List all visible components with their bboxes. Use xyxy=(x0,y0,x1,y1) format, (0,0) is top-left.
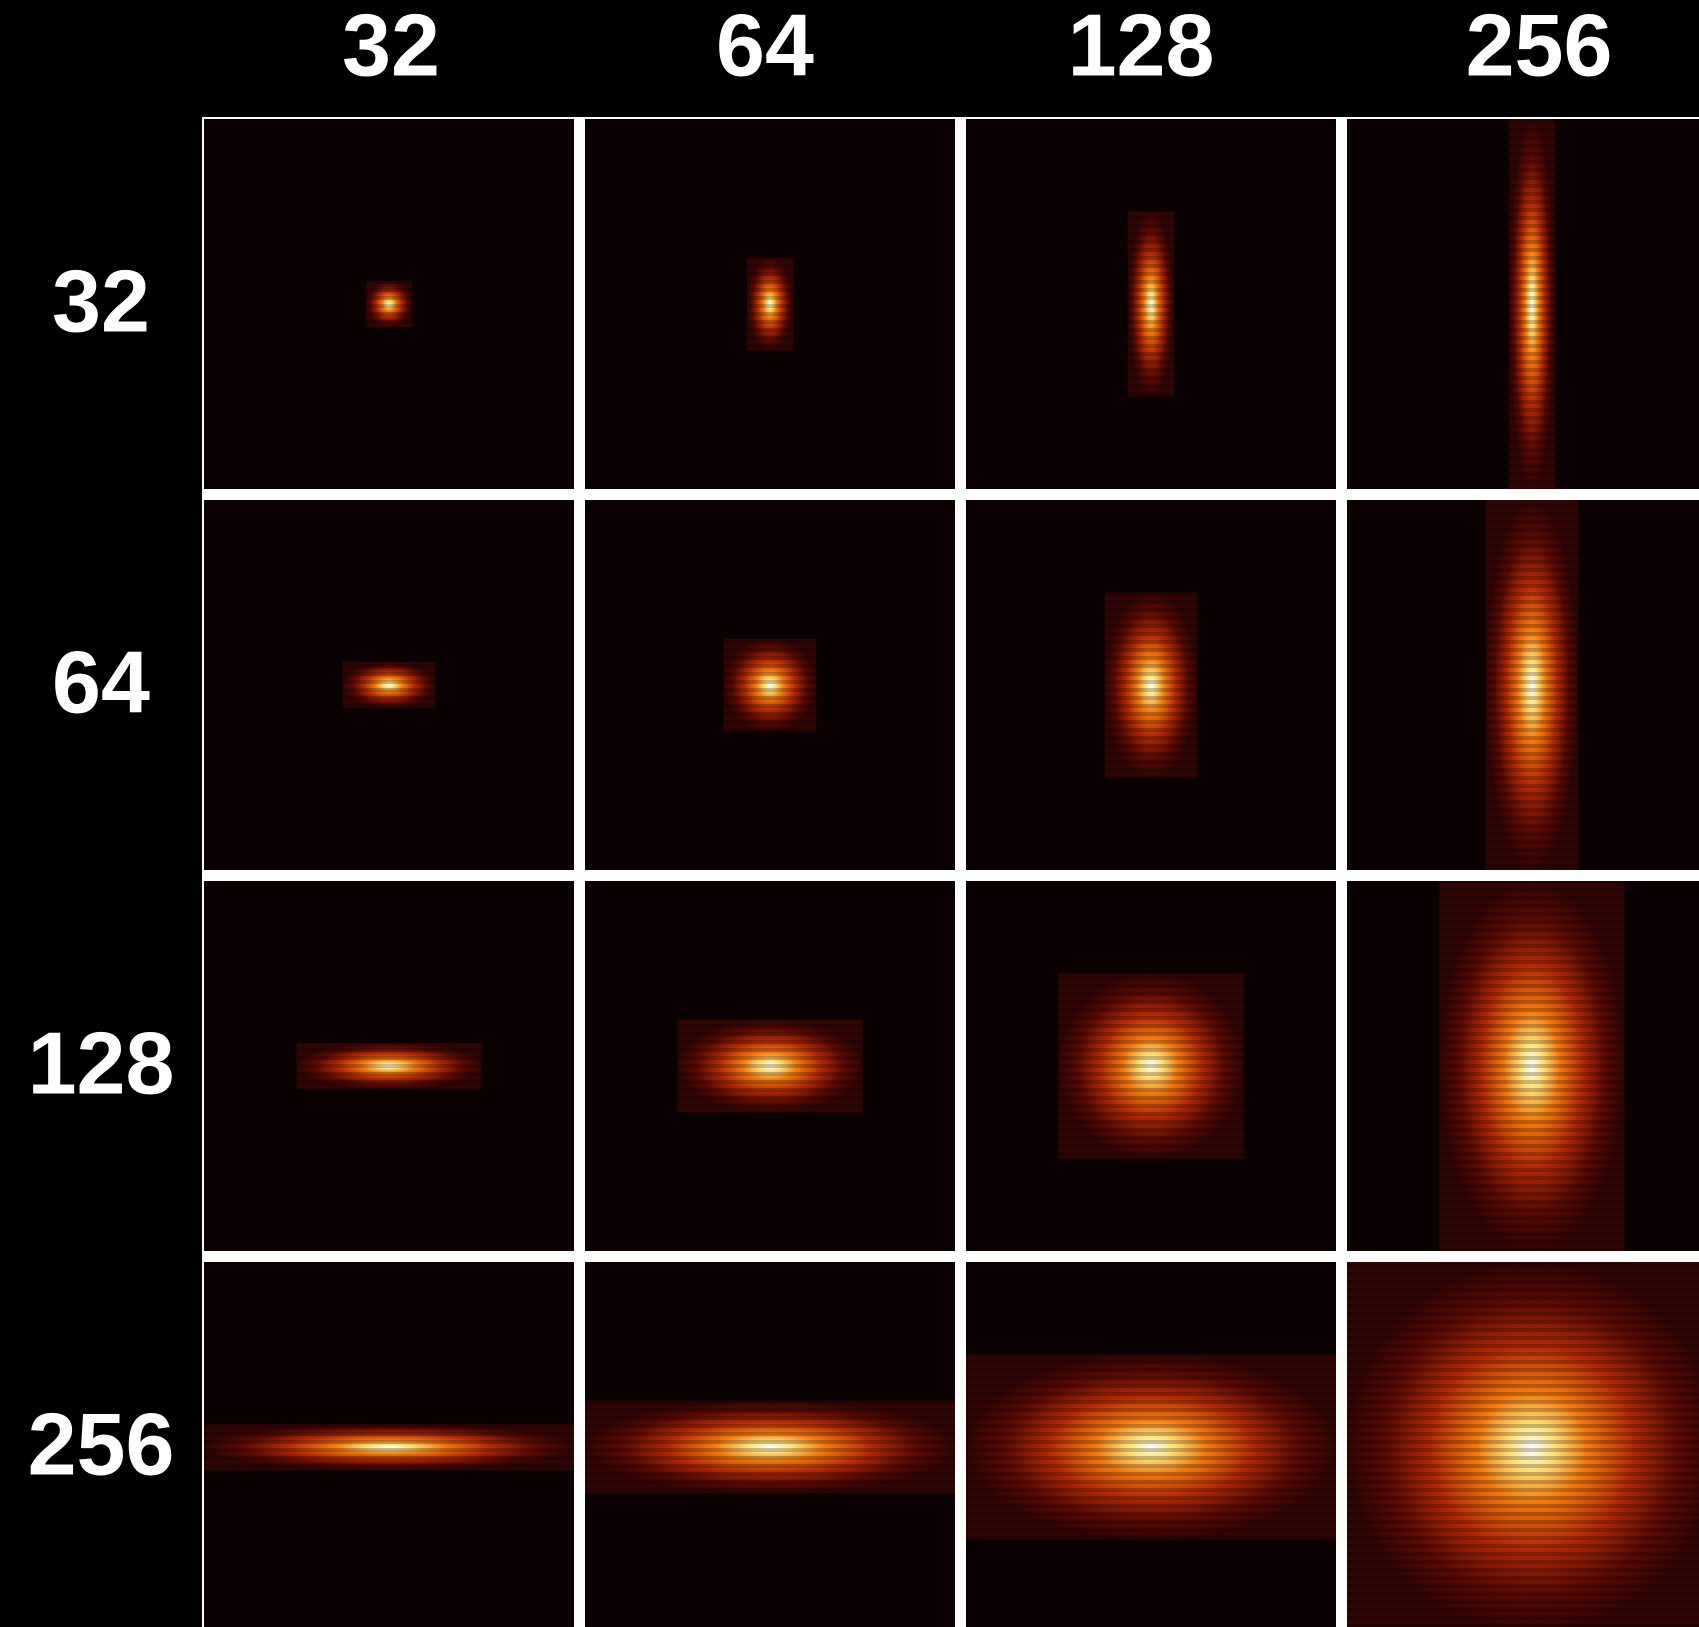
spectrum xyxy=(1058,973,1244,1159)
cell xyxy=(966,119,1336,489)
spectrum xyxy=(746,257,794,351)
spectrum xyxy=(1439,881,1625,1251)
spectrum-fringes xyxy=(365,280,413,328)
row-label: 256 xyxy=(28,1394,175,1493)
spectrum xyxy=(966,1354,1336,1540)
column-label: 64 xyxy=(716,0,814,94)
cell xyxy=(585,119,955,489)
spectrum-fringes xyxy=(1508,119,1556,489)
cell xyxy=(585,1262,955,1627)
spectrum-fringes xyxy=(746,257,794,351)
cell xyxy=(204,500,574,870)
column-label: 128 xyxy=(1068,0,1215,94)
cell xyxy=(1347,1262,1699,1627)
cell xyxy=(204,119,574,489)
spectrum-fringes xyxy=(204,1423,574,1471)
spectrum-fringes xyxy=(1058,973,1244,1159)
spectrum-fringes xyxy=(585,1400,955,1494)
spectrum-fringes xyxy=(1127,211,1175,397)
cell xyxy=(585,500,955,870)
spectrum xyxy=(1127,211,1175,397)
spectrum-fringes xyxy=(966,1354,1336,1540)
spectrum xyxy=(1347,1262,1699,1627)
spectrum xyxy=(1485,500,1579,870)
spectrum-fringes xyxy=(1104,592,1198,778)
spectrum-fringes xyxy=(1347,1262,1699,1627)
spectrum-fringes xyxy=(1485,500,1579,870)
spectrum-fringes xyxy=(723,638,817,732)
row-label: 64 xyxy=(52,632,150,731)
cell xyxy=(1347,500,1699,870)
spectrum xyxy=(342,661,436,709)
spectrum xyxy=(1508,119,1556,489)
spectrum-fringes xyxy=(677,1019,863,1113)
spectrum-fringes xyxy=(342,661,436,709)
cell xyxy=(585,881,955,1251)
spectrum xyxy=(1104,592,1198,778)
spectrum xyxy=(585,1400,955,1494)
spectrum xyxy=(677,1019,863,1113)
spectrum-fringes xyxy=(296,1042,482,1090)
spectrum xyxy=(204,1423,574,1471)
row-label: 32 xyxy=(52,251,150,350)
cell xyxy=(1347,881,1699,1251)
column-label: 256 xyxy=(1466,0,1613,94)
row-label: 128 xyxy=(28,1013,175,1112)
column-label: 32 xyxy=(342,0,440,94)
cell xyxy=(966,1262,1336,1627)
cell xyxy=(204,1262,574,1627)
spectrum xyxy=(296,1042,482,1090)
cell xyxy=(966,500,1336,870)
cell xyxy=(966,881,1336,1251)
spectrum xyxy=(365,280,413,328)
spectrum-fringes xyxy=(1439,881,1625,1251)
spectrum xyxy=(723,638,817,732)
cell xyxy=(1347,119,1699,489)
cell xyxy=(204,881,574,1251)
